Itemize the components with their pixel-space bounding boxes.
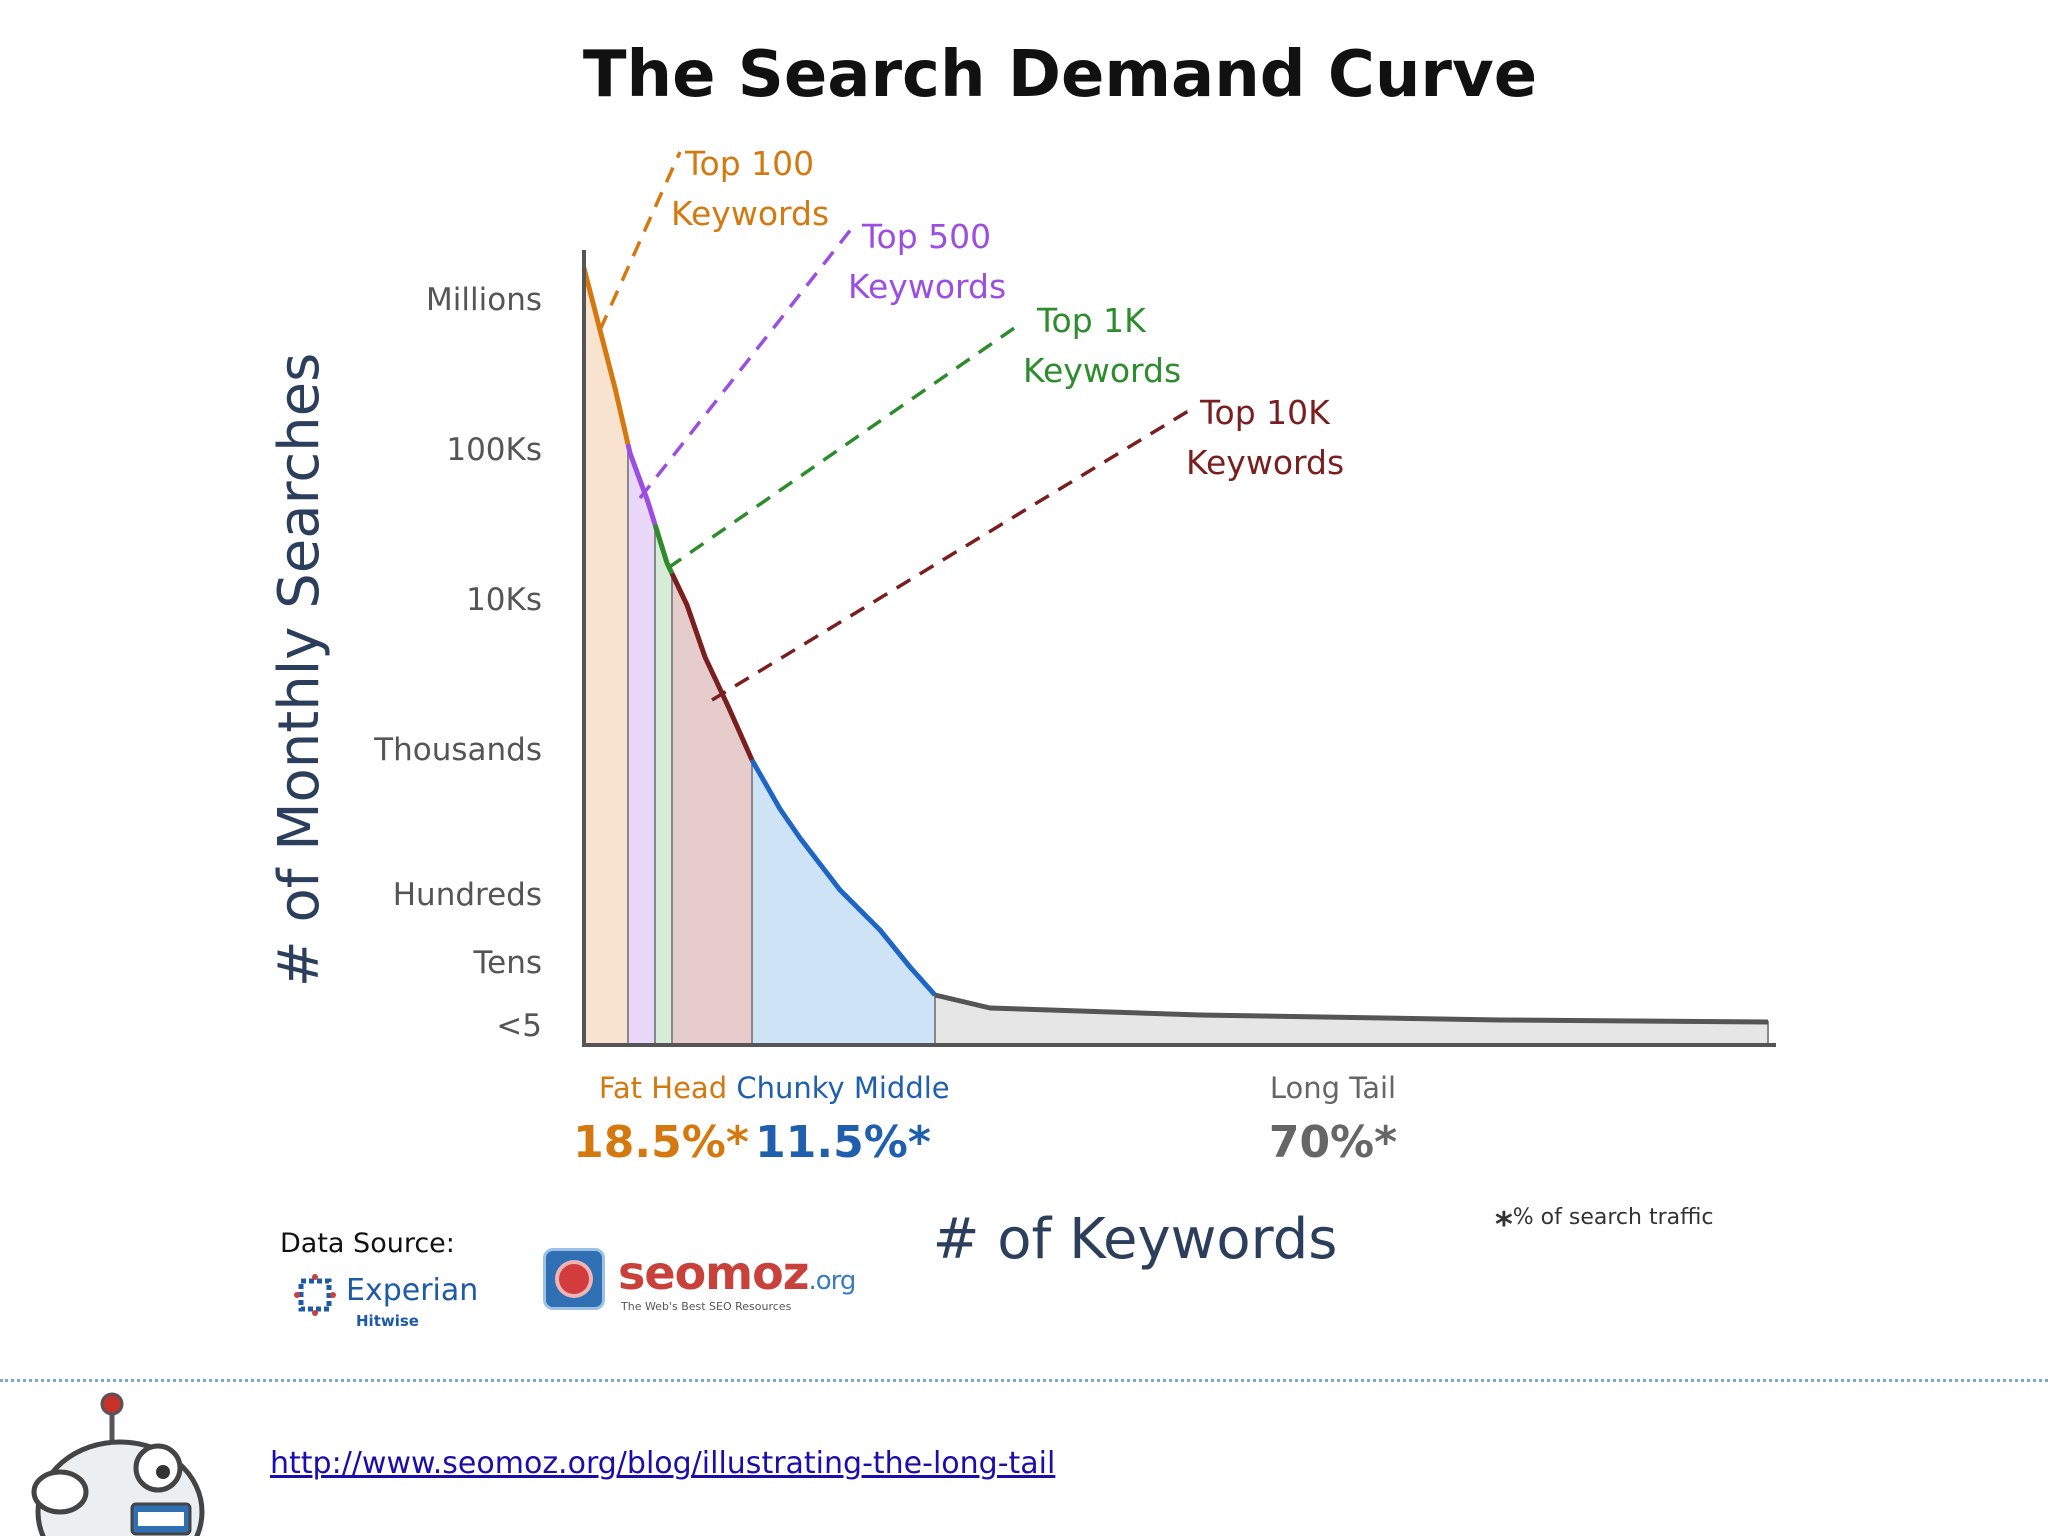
curve-section-5 xyxy=(749,758,937,997)
segment-name: Long Tail xyxy=(1270,1071,1396,1105)
seomoz-logo: seomoz.org The Web's Best SEO Resources xyxy=(543,1246,856,1318)
segment-fill-3 xyxy=(654,524,673,1046)
threshold-label: Top 10K xyxy=(1199,393,1331,432)
threshold-leader xyxy=(638,226,854,500)
segment-fill-2 xyxy=(627,444,656,1046)
segment-share: 70%* xyxy=(1269,1117,1397,1168)
y-tick-label: Millions xyxy=(426,282,542,318)
segment-name: Chunky Middle xyxy=(736,1071,949,1105)
y-tick-label: <5 xyxy=(496,1008,542,1044)
y-tick-label: Hundreds xyxy=(393,877,542,913)
curve-section-2 xyxy=(625,443,658,526)
x-axis-label: # of Keywords xyxy=(933,1207,1338,1272)
curve-section-4 xyxy=(669,572,755,762)
y-axis-label: # of Monthly Searches xyxy=(267,353,332,988)
threshold-leader xyxy=(667,320,1024,570)
experian-sub: Hitwise xyxy=(356,1312,419,1330)
demand-curve xyxy=(581,267,1769,1025)
threshold-leader xyxy=(711,408,1191,702)
threshold-annotations: Top 100 Keywords Top 500 Keywords Top 1K Keyw… xyxy=(598,144,1344,702)
threshold-label: Keywords xyxy=(1186,443,1344,482)
curve-section-3 xyxy=(652,523,675,575)
segment-fill-4 xyxy=(671,573,753,1046)
curve-section-1 xyxy=(581,267,631,445)
segment-fill-1 xyxy=(583,267,629,1046)
chart-title: The Search Demand Curve xyxy=(583,38,1537,112)
segment-share: 11.5%* xyxy=(755,1117,931,1168)
segment-fill-5 xyxy=(751,756,936,1046)
segment-name: Fat Head xyxy=(599,1071,727,1105)
data-source-block: Data Source: Experian Hitwise xyxy=(280,1228,478,1330)
seomoz-name: seomoz.org xyxy=(618,1246,856,1300)
threshold-label: Keywords xyxy=(1023,351,1181,390)
threshold-label: Top 1K xyxy=(1036,301,1147,340)
threshold-label: Top 500 xyxy=(861,217,991,256)
data-source-label: Data Source: xyxy=(280,1228,455,1259)
threshold-label: Top 100 xyxy=(684,144,814,183)
y-tick-label: Tens xyxy=(472,945,542,981)
footnote: *% of search traffic xyxy=(1495,1205,1713,1245)
search-demand-chart: The Search Demand Curve Millions 100Ks 10K… xyxy=(267,38,1776,1272)
chart-axes xyxy=(582,250,1776,1047)
slide-divider xyxy=(0,1379,2048,1382)
y-tick-label: 100Ks xyxy=(446,432,542,468)
experian-logo: Experian Hitwise xyxy=(292,1272,479,1330)
experian-icon xyxy=(294,1274,336,1316)
footnote-text: % of search traffic xyxy=(1512,1205,1714,1230)
y-tick-label: 10Ks xyxy=(466,582,542,618)
seomoz-tagline: The Web's Best SEO Resources xyxy=(621,1300,792,1313)
y-tick-labels: Millions 100Ks 10Ks Thousands Hundreds Tens <5 xyxy=(373,282,542,1044)
threshold-label: Keywords xyxy=(671,194,829,233)
segment-labels: Fat Head 18.5%* Chunky Middle 11.5%* Long Ta… xyxy=(573,1071,1397,1168)
threshold-leader xyxy=(598,151,682,331)
threshold-label: Keywords xyxy=(848,267,1006,306)
source-link[interactable]: http://www.seomoz.org/blog/illustrating-… xyxy=(270,1446,1056,1481)
segment-share: 18.5%* xyxy=(573,1117,749,1168)
robot-mascot-icon xyxy=(20,1392,220,1536)
footnote-star: * xyxy=(1495,1205,1513,1245)
seomoz-badge-icon xyxy=(543,1248,605,1310)
experian-name: Experian xyxy=(346,1272,479,1308)
y-tick-label: Thousands xyxy=(373,732,542,768)
curve-section-6 xyxy=(934,992,1769,1025)
